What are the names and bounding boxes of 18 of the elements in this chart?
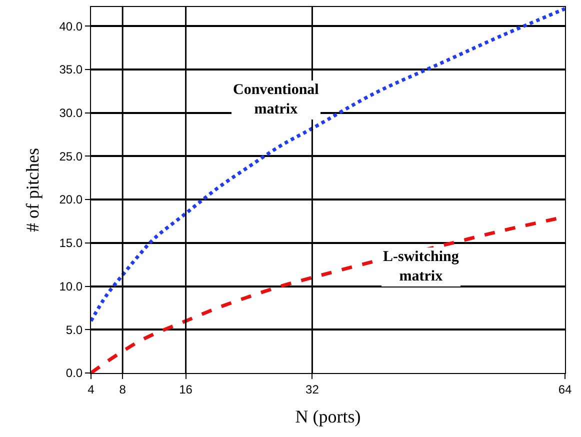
y-tick-label: 15.0 [59, 236, 83, 250]
x-tick-label: 16 [179, 382, 193, 396]
y-tick-label: 20.0 [59, 192, 83, 207]
y-tick-label: 35.0 [59, 62, 83, 77]
y-tick-label: 30.0 [59, 106, 83, 120]
x-tick-label: 4 [88, 382, 95, 396]
y-tick-label: 0.0 [66, 366, 83, 380]
x-tick-label: 64 [558, 382, 572, 396]
annotation: Conventional matrix [233, 82, 319, 118]
y-axis-title: # of pitches [22, 148, 42, 232]
annotation: L-switching matrix [383, 249, 460, 284]
x-axis-title: N (ports) [295, 406, 361, 426]
x-tick-label: 32 [306, 382, 320, 396]
y-tick-label: 25.0 [59, 149, 83, 164]
y-tick-label: 5.0 [66, 322, 83, 337]
x-tick-label: 8 [119, 382, 126, 396]
y-tick-label: 40.0 [59, 19, 83, 34]
y-tick-label: 10.0 [59, 279, 83, 294]
